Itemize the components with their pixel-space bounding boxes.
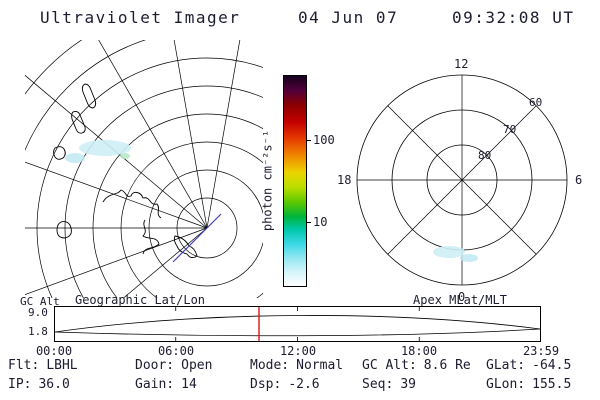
uv-emission-patches <box>65 140 131 163</box>
app-title: Ultraviolet Imager <box>40 8 241 27</box>
xtick-0000: 00:00 <box>35 344 73 358</box>
geo-panel-caption: Geographic Lat/Lon <box>74 293 206 307</box>
mlat-label-80: 80 <box>478 149 491 162</box>
glon-label: GLon: <box>486 377 526 392</box>
door-readout: Door: Open <box>135 358 212 373</box>
mlt-spokes <box>357 75 567 285</box>
door-value: Open <box>181 358 213 373</box>
ip-readout: IP: 36.0 <box>8 377 70 392</box>
mlt-label-12: 12 <box>454 57 468 71</box>
colorbar-tick-100: 100 <box>313 133 335 147</box>
flt-label: Flt: <box>8 358 40 373</box>
time-axis-ticks <box>175 307 420 341</box>
status-row-1: Flt: LBHL Door: Open Mode: Normal GC Alt: 8.… <box>0 358 600 374</box>
colorbar-unit-label: photon cm⁻²s⁻¹ <box>260 129 275 232</box>
alt-ytick-bottom: 1.8 <box>28 325 48 338</box>
dsp-readout: Dsp: -2.6 <box>250 377 320 392</box>
date-display: 04 Jun 07 <box>298 8 399 27</box>
time-display: 09:32:08 UT <box>452 8 575 27</box>
dsp-value: -2.6 <box>288 377 320 392</box>
altitude-curve <box>54 315 541 337</box>
gcalt-label: GC Alt: <box>362 358 417 373</box>
orbit-track-line <box>172 213 222 263</box>
apex-dial: 12 18 6 0 60 70 80 <box>337 57 582 304</box>
mlat-label-60: 60 <box>529 96 542 109</box>
glat-value: -64.5 <box>532 358 572 373</box>
alt-plot-ylabel: GC Alt <box>20 295 60 308</box>
gain-value: 14 <box>181 377 197 392</box>
seq-readout: Seq: 39 <box>362 377 416 392</box>
colorbar-tickmark-10 <box>306 222 311 223</box>
xtick-0600: 06:00 <box>157 344 195 358</box>
dsp-label: Dsp: <box>250 377 282 392</box>
gcalt-readout: GC Alt: 8.6 Re <box>362 358 471 373</box>
mode-label: Mode: <box>250 358 290 373</box>
ip-value: 36.0 <box>38 377 70 392</box>
colorbar <box>283 75 307 287</box>
glon-value: 155.5 <box>532 377 572 392</box>
glon-readout: GLon: 155.5 <box>486 377 571 392</box>
glat-label: GLat: <box>486 358 526 373</box>
latlon-grid <box>25 40 263 298</box>
seq-label: Seq: <box>362 377 394 392</box>
gain-label: Gain: <box>135 377 175 392</box>
colorbar-tick-10: 10 <box>313 215 328 229</box>
coastlines <box>53 83 198 259</box>
ip-label: IP: <box>8 377 32 392</box>
xtick-2359: 23:59 <box>522 344 560 358</box>
flt-value: LBHL <box>46 358 78 373</box>
colorbar-tickmark-100 <box>306 140 311 141</box>
mode-value: Normal <box>296 358 344 373</box>
status-row-2: IP: 36.0 Gain: 14 Dsp: -2.6 Seq: 39 GLon: 155… <box>0 377 600 393</box>
alt-ytick-top: 9.0 <box>28 306 48 319</box>
mlt-label-18: 18 <box>337 173 351 187</box>
gcalt-value: 8.6 Re <box>423 358 471 373</box>
flt-readout: Flt: LBHL <box>8 358 78 373</box>
altitude-strip-plot <box>54 306 541 342</box>
xtick-1800: 18:00 <box>400 344 438 358</box>
geographic-map <box>25 40 263 298</box>
apex-emission-patches <box>433 246 478 262</box>
mlat-label-70: 70 <box>503 123 516 136</box>
apex-panel-caption: Apex MLat/MLT <box>413 293 507 307</box>
time-axis-labels: 00:00 06:00 12:00 18:00 23:59 <box>0 344 600 358</box>
door-label: Door: <box>135 358 175 373</box>
gain-readout: Gain: 14 <box>135 377 197 392</box>
mode-readout: Mode: Normal <box>250 358 343 373</box>
glat-readout: GLat: -64.5 <box>486 358 571 373</box>
seq-value: 39 <box>400 377 416 392</box>
xtick-1200: 12:00 <box>279 344 317 358</box>
mlt-label-6: 6 <box>575 173 582 187</box>
mlt-label-0: 0 <box>458 290 465 304</box>
